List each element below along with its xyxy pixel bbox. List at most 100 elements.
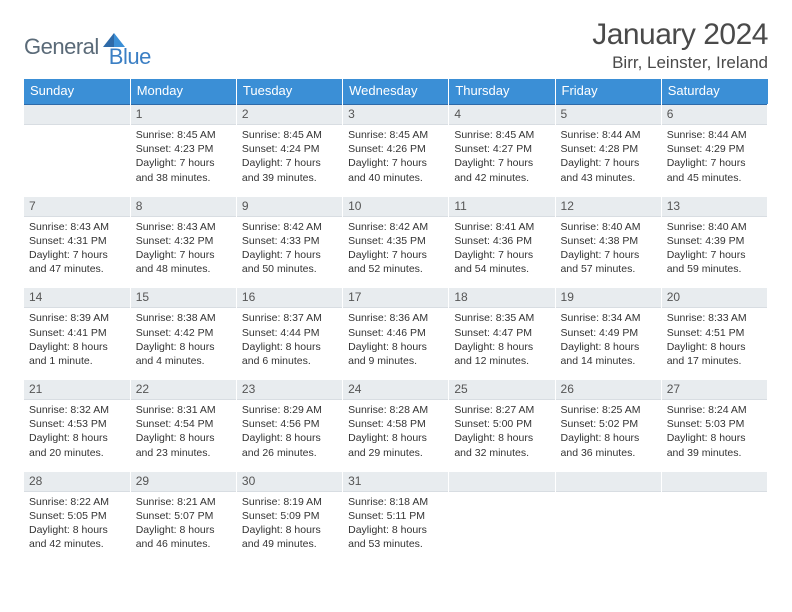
day-details: Sunrise: 8:36 AMSunset: 4:46 PMDaylight:… [343, 308, 448, 372]
sunrise-text: Sunrise: 8:22 AM [29, 495, 125, 509]
sunrise-text: Sunrise: 8:44 AM [667, 128, 762, 142]
week-row: 21Sunrise: 8:32 AMSunset: 4:53 PMDayligh… [24, 376, 768, 468]
daylight-text: and 20 minutes. [29, 446, 125, 460]
sunset-text: Sunset: 4:36 PM [454, 234, 549, 248]
page-title: January 2024 [592, 18, 768, 52]
day-cell: 10Sunrise: 8:42 AMSunset: 4:35 PMDayligh… [343, 193, 449, 285]
day-number: 13 [662, 197, 767, 217]
daylight-text: and 50 minutes. [242, 262, 337, 276]
day-number: 10 [343, 197, 448, 217]
daylight-text: and 6 minutes. [242, 354, 337, 368]
day-cell: 13Sunrise: 8:40 AMSunset: 4:39 PMDayligh… [661, 193, 767, 285]
day-cell: 20Sunrise: 8:33 AMSunset: 4:51 PMDayligh… [661, 284, 767, 376]
daylight-text: and 39 minutes. [242, 171, 337, 185]
day-cell: 25Sunrise: 8:27 AMSunset: 5:00 PMDayligh… [449, 376, 555, 468]
sunset-text: Sunset: 4:33 PM [242, 234, 337, 248]
day-cell: 19Sunrise: 8:34 AMSunset: 4:49 PMDayligh… [555, 284, 661, 376]
daylight-text: Daylight: 8 hours [454, 431, 549, 445]
day-cell: 12Sunrise: 8:40 AMSunset: 4:38 PMDayligh… [555, 193, 661, 285]
day-number: 17 [343, 288, 448, 308]
day-details: Sunrise: 8:45 AMSunset: 4:23 PMDaylight:… [131, 125, 236, 189]
day-details: Sunrise: 8:43 AMSunset: 4:32 PMDaylight:… [131, 217, 236, 281]
daylight-text: and 57 minutes. [561, 262, 656, 276]
day-number: 21 [24, 380, 130, 400]
sunrise-text: Sunrise: 8:21 AM [136, 495, 231, 509]
brand-word-2: Blue [109, 44, 151, 70]
daylight-text: Daylight: 8 hours [29, 340, 125, 354]
location-text: Birr, Leinster, Ireland [592, 53, 768, 73]
sunrise-text: Sunrise: 8:38 AM [136, 311, 231, 325]
sunset-text: Sunset: 5:07 PM [136, 509, 231, 523]
day-cell: 11Sunrise: 8:41 AMSunset: 4:36 PMDayligh… [449, 193, 555, 285]
daylight-text: and 53 minutes. [348, 537, 443, 551]
daylight-text: and 48 minutes. [136, 262, 231, 276]
daylight-text: and 49 minutes. [242, 537, 337, 551]
daylight-text: Daylight: 8 hours [136, 340, 231, 354]
daylight-text: and 43 minutes. [561, 171, 656, 185]
sunset-text: Sunset: 5:05 PM [29, 509, 125, 523]
daylight-text: Daylight: 7 hours [667, 248, 762, 262]
day-details: Sunrise: 8:38 AMSunset: 4:42 PMDaylight:… [131, 308, 236, 372]
week-row: 28Sunrise: 8:22 AMSunset: 5:05 PMDayligh… [24, 468, 768, 560]
weekday-header: Thursday [449, 79, 555, 105]
day-cell: 21Sunrise: 8:32 AMSunset: 4:53 PMDayligh… [24, 376, 130, 468]
daylight-text: Daylight: 8 hours [242, 523, 337, 537]
day-details: Sunrise: 8:41 AMSunset: 4:36 PMDaylight:… [449, 217, 554, 281]
sunrise-text: Sunrise: 8:45 AM [136, 128, 231, 142]
weekday-header: Tuesday [236, 79, 342, 105]
daylight-text: Daylight: 8 hours [136, 431, 231, 445]
week-row: 7Sunrise: 8:43 AMSunset: 4:31 PMDaylight… [24, 193, 768, 285]
day-details: Sunrise: 8:28 AMSunset: 4:58 PMDaylight:… [343, 400, 448, 464]
day-number: 19 [556, 288, 661, 308]
brand-word-1: General [24, 34, 99, 60]
sunset-text: Sunset: 4:54 PM [136, 417, 231, 431]
sunset-text: Sunset: 4:31 PM [29, 234, 125, 248]
sunset-text: Sunset: 4:32 PM [136, 234, 231, 248]
sunrise-text: Sunrise: 8:27 AM [454, 403, 549, 417]
brand-logo: General Blue [24, 24, 151, 70]
sunrise-text: Sunrise: 8:29 AM [242, 403, 337, 417]
day-number: 16 [237, 288, 342, 308]
sunset-text: Sunset: 4:26 PM [348, 142, 443, 156]
weekday-header: Wednesday [343, 79, 449, 105]
daylight-text: and 23 minutes. [136, 446, 231, 460]
daylight-text: Daylight: 8 hours [667, 340, 762, 354]
weekday-header: Saturday [661, 79, 767, 105]
daylight-text: Daylight: 8 hours [29, 431, 125, 445]
daylight-text: Daylight: 7 hours [454, 248, 549, 262]
day-details: Sunrise: 8:33 AMSunset: 4:51 PMDaylight:… [662, 308, 767, 372]
day-number: 15 [131, 288, 236, 308]
day-cell: 17Sunrise: 8:36 AMSunset: 4:46 PMDayligh… [343, 284, 449, 376]
sunrise-text: Sunrise: 8:43 AM [136, 220, 231, 234]
daylight-text: and 32 minutes. [454, 446, 549, 460]
day-details: Sunrise: 8:44 AMSunset: 4:28 PMDaylight:… [556, 125, 661, 189]
daylight-text: and 26 minutes. [242, 446, 337, 460]
day-number: 1 [131, 105, 236, 125]
day-details: Sunrise: 8:31 AMSunset: 4:54 PMDaylight:… [131, 400, 236, 464]
day-details: Sunrise: 8:43 AMSunset: 4:31 PMDaylight:… [24, 217, 130, 281]
sunrise-text: Sunrise: 8:34 AM [561, 311, 656, 325]
daylight-text: and 36 minutes. [561, 446, 656, 460]
day-cell: 7Sunrise: 8:43 AMSunset: 4:31 PMDaylight… [24, 193, 130, 285]
sunrise-text: Sunrise: 8:39 AM [29, 311, 125, 325]
daylight-text: and 59 minutes. [667, 262, 762, 276]
day-number: 8 [131, 197, 236, 217]
day-number: 31 [343, 472, 448, 492]
day-number-bar [556, 472, 661, 492]
sunset-text: Sunset: 4:49 PM [561, 326, 656, 340]
daylight-text: and 46 minutes. [136, 537, 231, 551]
calendar-body: 1Sunrise: 8:45 AMSunset: 4:23 PMDaylight… [24, 105, 768, 560]
daylight-text: and 17 minutes. [667, 354, 762, 368]
daylight-text: and 42 minutes. [454, 171, 549, 185]
daylight-text: and 38 minutes. [136, 171, 231, 185]
daylight-text: Daylight: 8 hours [561, 340, 656, 354]
day-details: Sunrise: 8:42 AMSunset: 4:35 PMDaylight:… [343, 217, 448, 281]
sunrise-text: Sunrise: 8:25 AM [561, 403, 656, 417]
day-cell: 15Sunrise: 8:38 AMSunset: 4:42 PMDayligh… [130, 284, 236, 376]
day-cell: 5Sunrise: 8:44 AMSunset: 4:28 PMDaylight… [555, 105, 661, 193]
daylight-text: Daylight: 7 hours [136, 156, 231, 170]
week-row: 1Sunrise: 8:45 AMSunset: 4:23 PMDaylight… [24, 105, 768, 193]
day-details: Sunrise: 8:34 AMSunset: 4:49 PMDaylight:… [556, 308, 661, 372]
sunrise-text: Sunrise: 8:43 AM [29, 220, 125, 234]
sunrise-text: Sunrise: 8:31 AM [136, 403, 231, 417]
